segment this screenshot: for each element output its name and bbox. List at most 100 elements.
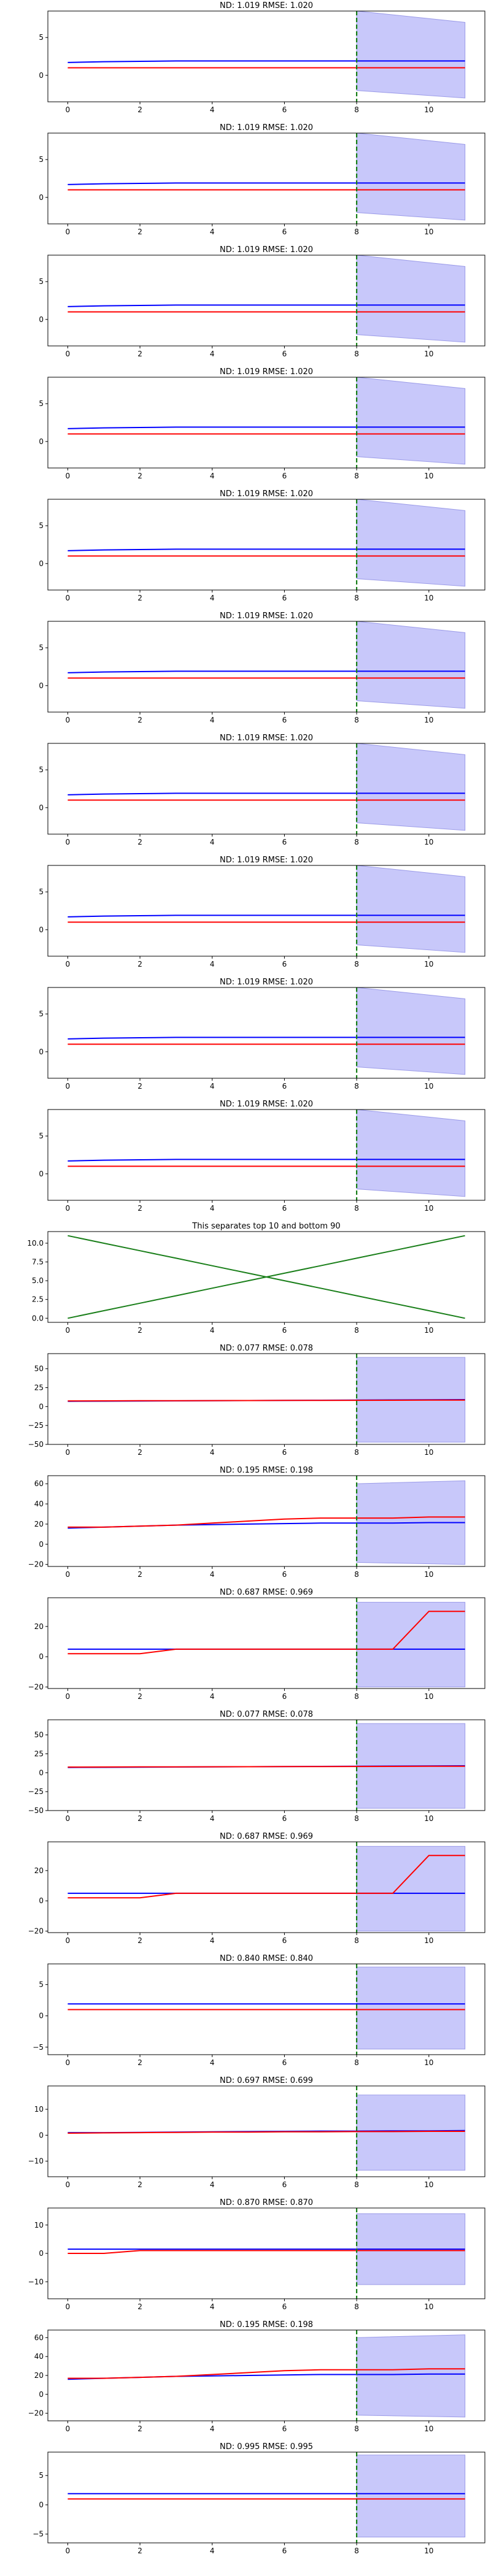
prediction-interval-band [357, 255, 465, 342]
x-tick-label: 6 [282, 1326, 287, 1335]
x-tick-label: 6 [282, 2302, 287, 2311]
y-tick-label: 0 [39, 193, 44, 202]
subplot-title: ND: 0.195 RMSE: 0.198 [220, 1466, 313, 1475]
x-tick-label: 6 [282, 1814, 287, 1823]
x-tick-label: 4 [210, 228, 215, 236]
x-tick-label: 2 [137, 1814, 142, 1823]
subplot-title: ND: 1.019 RMSE: 1.020 [220, 734, 313, 743]
plot-area [68, 987, 465, 1078]
y-tick-label: 0 [39, 315, 44, 324]
y-tick-label: −50 [28, 1806, 44, 1815]
y-tick-label: 5 [39, 2471, 44, 2480]
x-tick-label: 0 [66, 1204, 71, 1213]
x-tick-label: 8 [354, 1448, 359, 1457]
x-tick-label: 6 [282, 472, 287, 480]
x-tick-label: 6 [282, 350, 287, 358]
x-tick-label: 2 [137, 1692, 142, 1701]
y-tick-label: 0 [39, 1048, 44, 1056]
x-tick-label: 0 [66, 350, 71, 358]
y-tick-label: 5 [39, 277, 44, 286]
subplot-title: ND: 1.019 RMSE: 1.020 [220, 1100, 313, 1109]
x-tick-label: 6 [282, 1448, 287, 1457]
y-tick-label: 25 [34, 1384, 44, 1392]
subplot-title: ND: 0.077 RMSE: 0.078 [220, 1710, 313, 1719]
plot-area [68, 743, 465, 834]
subplot-18: ND: 0.697 RMSE: 0.6990 2 4 6 8 10−10010 [28, 2076, 485, 2189]
x-tick-label: 4 [210, 1204, 215, 1213]
series-line-target [68, 1766, 465, 1767]
y-tick-label: 7.5 [32, 1258, 44, 1267]
subplot-19: ND: 0.870 RMSE: 0.8700 2 4 6 8 10−10010 [28, 2198, 485, 2311]
x-tick-label: 10 [424, 1326, 433, 1335]
x-tick-label: 6 [282, 228, 287, 236]
subplot-16: ND: 0.687 RMSE: 0.9690 2 4 6 8 10−20020 [28, 1832, 485, 1945]
y-tick-label: 60 [34, 2333, 44, 2342]
x-tick-label: 0 [66, 1936, 71, 1945]
x-tick-label: 10 [424, 716, 433, 724]
subplot-20: ND: 0.195 RMSE: 0.1980 2 4 6 8 10−200204060 [28, 2320, 485, 2433]
x-tick-label: 0 [66, 228, 71, 236]
plot-area [68, 1236, 465, 1319]
x-tick-label: 4 [210, 594, 215, 602]
y-tick-label: 0.0 [32, 1314, 44, 1322]
subplot-title: ND: 1.019 RMSE: 1.020 [220, 367, 313, 377]
plot-area [68, 621, 465, 712]
x-tick-label: 6 [282, 2058, 287, 2067]
plot-area [68, 11, 465, 102]
x-tick-label: 8 [354, 1936, 359, 1945]
subplot-title: ND: 0.697 RMSE: 0.699 [220, 2076, 313, 2085]
subplot-title: ND: 1.019 RMSE: 1.020 [220, 978, 313, 987]
x-tick-label: 4 [210, 1082, 215, 1091]
subplot-2: ND: 1.019 RMSE: 1.0200 2 4 6 8 1005 [39, 123, 485, 236]
x-tick-label: 8 [354, 716, 359, 724]
y-tick-label: 5 [39, 1010, 44, 1018]
x-tick-label: 10 [424, 2058, 433, 2067]
x-tick-label: 4 [210, 838, 215, 846]
subplot-title: ND: 1.019 RMSE: 1.020 [220, 1, 313, 10]
plot-area [68, 377, 465, 468]
y-tick-label: 0 [39, 71, 44, 80]
x-tick-label: 2 [137, 2058, 142, 2067]
x-tick-label: 2 [137, 2425, 142, 2433]
x-tick-label: 0 [66, 1570, 71, 1579]
x-tick-label: 2 [137, 1448, 142, 1457]
x-tick-label: 6 [282, 716, 287, 724]
x-tick-label: 0 [66, 1448, 71, 1457]
x-tick-label: 4 [210, 2058, 215, 2067]
y-tick-label: −5 [33, 2530, 44, 2539]
subplot-title: ND: 0.195 RMSE: 0.198 [220, 2320, 313, 2329]
x-tick-label: 2 [137, 1570, 142, 1579]
y-tick-label: −25 [28, 1421, 44, 1430]
x-tick-label: 8 [354, 228, 359, 236]
y-tick-label: 10.0 [27, 1239, 44, 1248]
x-tick-label: 0 [66, 1082, 71, 1091]
subplot-10: ND: 1.019 RMSE: 1.0200 2 4 6 8 1005 [39, 1100, 485, 1213]
prediction-interval-band [357, 1846, 465, 1931]
prediction-interval-band [357, 2455, 465, 2537]
prediction-interval-band [357, 987, 465, 1075]
x-tick-label: 10 [424, 960, 433, 968]
x-tick-label: 2 [137, 1326, 142, 1335]
x-tick-label: 10 [424, 350, 433, 358]
y-tick-label: −50 [28, 1440, 44, 1449]
plot-area [68, 1598, 465, 1689]
x-tick-label: 10 [424, 2302, 433, 2311]
x-tick-label: 6 [282, 2547, 287, 2555]
subplot-15: ND: 0.077 RMSE: 0.0780 2 4 6 8 10−50−2502550 [28, 1710, 485, 1823]
y-tick-label: 0 [39, 926, 44, 934]
y-tick-label: 5 [39, 399, 44, 408]
y-tick-label: 5 [39, 887, 44, 896]
y-tick-label: −20 [28, 1927, 44, 1936]
x-tick-label: 4 [210, 2425, 215, 2433]
x-tick-label: 4 [210, 2547, 215, 2555]
prediction-interval-band [357, 1602, 465, 1687]
y-tick-label: 5.0 [32, 1276, 44, 1285]
y-tick-label: 60 [34, 1479, 44, 1488]
y-tick-label: 0 [39, 2249, 44, 2258]
x-tick-label: 8 [354, 1326, 359, 1335]
x-tick-label: 10 [424, 228, 433, 236]
x-tick-label: 8 [354, 350, 359, 358]
subplot-7: ND: 1.019 RMSE: 1.0200 2 4 6 8 1005 [39, 734, 485, 846]
x-tick-label: 2 [137, 1936, 142, 1945]
subplot-title: ND: 1.019 RMSE: 1.020 [220, 856, 313, 865]
